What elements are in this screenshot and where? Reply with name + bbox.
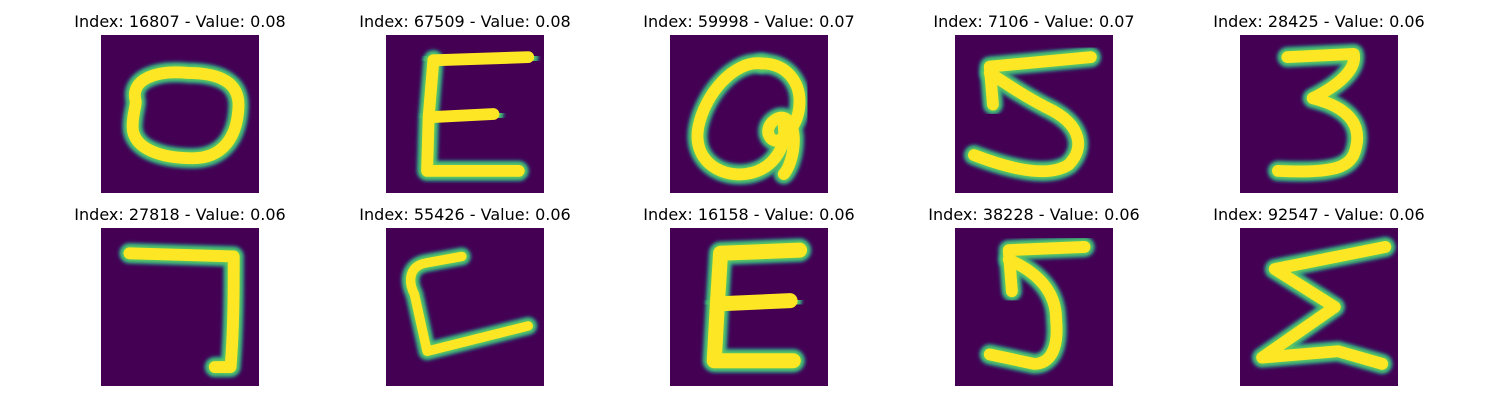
- panel-title: Index: 28425 - Value: 0.06: [1213, 12, 1425, 31]
- digit-image: [101, 35, 259, 193]
- letter-image: [386, 35, 544, 193]
- digit-image: [955, 35, 1113, 193]
- panel-3: Index: 59998 - Value: 0.07: [639, 12, 859, 193]
- letter-image: [1240, 228, 1398, 386]
- panel-1: Index: 16807 - Value: 0.08: [70, 12, 290, 193]
- letter-image: [386, 228, 544, 386]
- panel-title: Index: 27818 - Value: 0.06: [74, 205, 286, 224]
- panel-title: Index: 59998 - Value: 0.07: [643, 12, 855, 31]
- digit-image: [101, 228, 259, 386]
- panel-title: Index: 7106 - Value: 0.07: [933, 12, 1135, 31]
- panel-title: Index: 55426 - Value: 0.06: [359, 205, 571, 224]
- panel-title: Index: 16158 - Value: 0.06: [643, 205, 855, 224]
- letter-image: [670, 35, 828, 193]
- digit-image: [1240, 35, 1398, 193]
- panel-title: Index: 38228 - Value: 0.06: [928, 205, 1140, 224]
- panel-4: Index: 7106 - Value: 0.07: [924, 12, 1144, 193]
- panel-8: Index: 16158 - Value: 0.06: [639, 205, 859, 386]
- letter-image: [670, 228, 828, 386]
- panel-title: Index: 92547 - Value: 0.06: [1213, 205, 1425, 224]
- panel-7: Index: 55426 - Value: 0.06: [355, 205, 575, 386]
- panel-5: Index: 28425 - Value: 0.06: [1209, 12, 1429, 193]
- panel-6: Index: 27818 - Value: 0.06: [70, 205, 290, 386]
- panel-2: Index: 67509 - Value: 0.08: [355, 12, 575, 193]
- panel-9: Index: 38228 - Value: 0.06: [924, 205, 1144, 386]
- digit-image: [955, 228, 1113, 386]
- panel-10: Index: 92547 - Value: 0.06: [1209, 205, 1429, 386]
- panel-title: Index: 67509 - Value: 0.08: [359, 12, 571, 31]
- panel-title: Index: 16807 - Value: 0.08: [74, 12, 286, 31]
